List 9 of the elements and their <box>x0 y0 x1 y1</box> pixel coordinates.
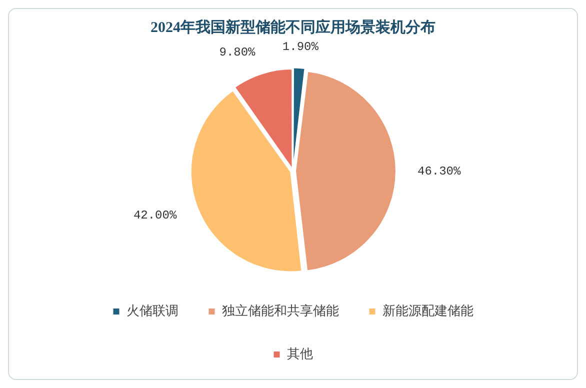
legend-label: 新能源配建储能 <box>382 304 474 319</box>
data-label: 1.90% <box>282 40 320 54</box>
legend-label: 火储联调 <box>126 304 178 319</box>
data-label: 42.00% <box>133 208 178 223</box>
data-label: 46.30% <box>418 164 462 179</box>
legend-label: 独立储能和共享储能 <box>222 302 339 319</box>
legend-label: 其他 <box>286 346 313 362</box>
data-label: 9.80% <box>219 46 256 60</box>
chart-title: 2024年我国新型储能不同应用场景装机分布 <box>150 18 436 36</box>
